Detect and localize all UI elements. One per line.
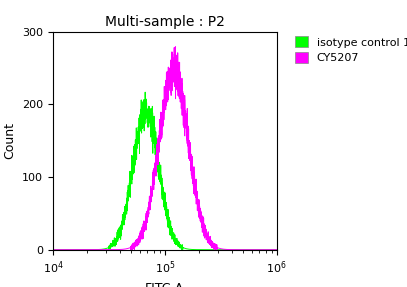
Title: Multi-sample : P2: Multi-sample : P2 — [105, 15, 225, 29]
X-axis label: FITC-A: FITC-A — [145, 282, 184, 287]
Y-axis label: Count: Count — [4, 122, 17, 159]
Legend: isotype control 1, CY5207: isotype control 1, CY5207 — [291, 33, 407, 67]
